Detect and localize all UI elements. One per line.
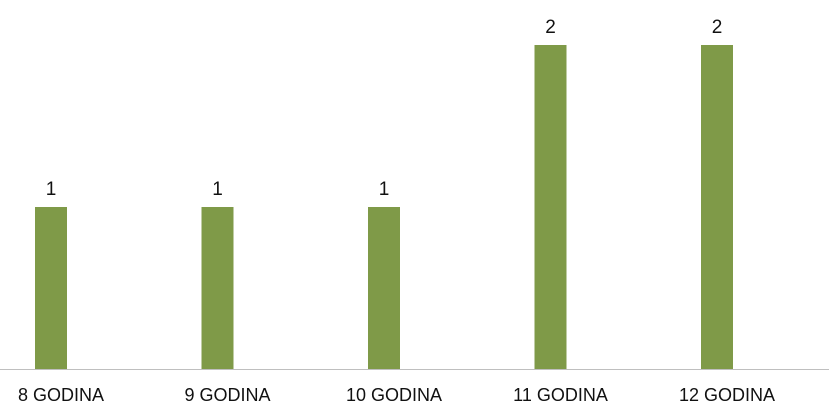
x-tick-label-3: 11 GODINA <box>513 385 608 405</box>
data-label-4: 2 <box>712 17 723 38</box>
bars-layer <box>35 45 733 369</box>
data-label-1: 1 <box>212 179 223 200</box>
bar-0 <box>35 207 67 369</box>
x-tick-label-1: 9 GODINA <box>184 385 270 405</box>
x-tick-label-4: 12 GODINA <box>679 385 775 405</box>
data-labels-layer: 1 1 1 2 2 <box>46 17 723 200</box>
x-tick-label-2: 10 GODINA <box>346 385 442 405</box>
data-label-0: 1 <box>46 179 57 200</box>
bar-4 <box>701 45 733 369</box>
bar-3 <box>534 45 567 369</box>
data-label-3: 2 <box>545 17 556 38</box>
bar-1 <box>201 207 234 369</box>
bar-2 <box>368 207 400 369</box>
x-tick-label-0: 8 GODINA <box>18 385 104 405</box>
data-label-2: 1 <box>379 179 390 200</box>
x-tick-labels-layer: 8 GODINA 9 GODINA 10 GODINA 11 GODINA 12 GOD… <box>18 385 775 405</box>
